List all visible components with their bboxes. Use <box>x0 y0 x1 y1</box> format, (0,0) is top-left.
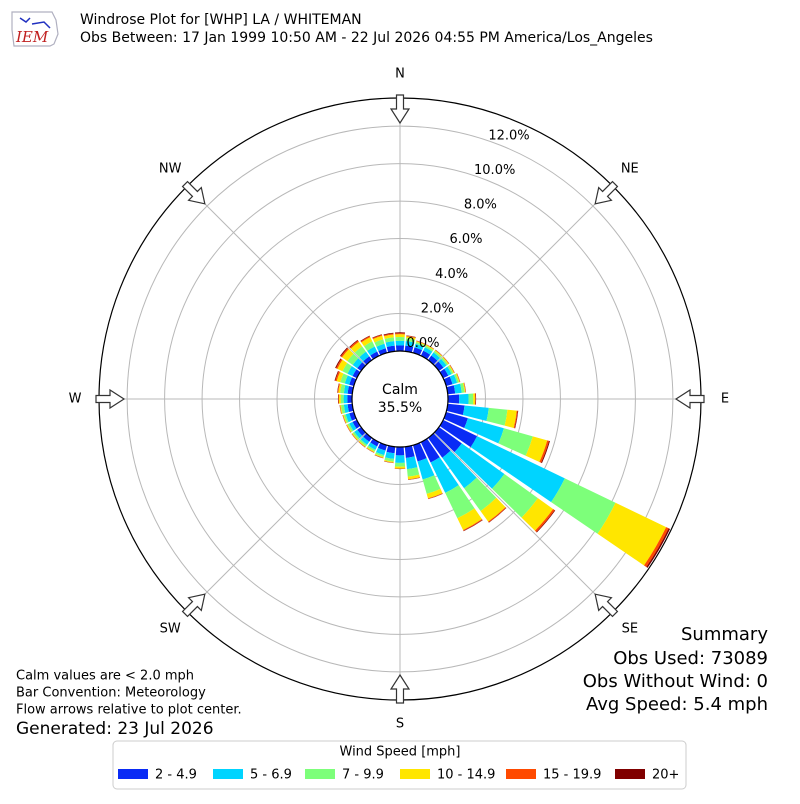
direction-label: E <box>721 392 729 407</box>
direction-arrow <box>676 390 704 408</box>
direction-arrow <box>391 675 409 703</box>
r-tick-label: 6.0% <box>449 232 482 247</box>
legend-label: 7 - 9.9 <box>342 768 384 783</box>
bar-segment <box>473 393 475 404</box>
bar-segment <box>448 395 459 404</box>
legend-swatch <box>615 769 645 779</box>
legend-label: 15 - 19.9 <box>543 768 601 783</box>
legend-label: 20+ <box>652 768 679 783</box>
legend: Wind Speed [mph] 2 - 4.9 5 - 6.9 7 - 9.9 10… <box>113 741 686 789</box>
bar-segment <box>468 394 473 405</box>
legend-swatch <box>118 769 148 779</box>
direction-label: N <box>395 67 405 82</box>
bar-segment <box>405 446 415 458</box>
arrow-shape <box>391 675 409 703</box>
r-tick-label: 8.0% <box>464 198 497 213</box>
logo: IEM <box>12 12 58 46</box>
calm-circle <box>352 351 448 447</box>
r-tick-label: 4.0% <box>435 267 468 282</box>
direction-arrow <box>96 390 124 408</box>
summary: Obs Without Wind: 0 <box>583 671 768 692</box>
r-tick-label: 0.0% <box>406 336 439 351</box>
bar-segment <box>406 456 418 469</box>
bar-segment <box>395 463 405 467</box>
bar-segment <box>486 408 507 426</box>
grid-spoke <box>187 433 366 612</box>
legend-label: 5 - 6.9 <box>250 768 292 783</box>
r-tick-label: 12.0% <box>488 128 529 143</box>
summary: Summary <box>681 624 768 645</box>
generated: Generated: 23 Jul 2026 <box>16 719 214 739</box>
calm-value: 35.5% <box>378 400 422 416</box>
direction-label: W <box>69 392 82 407</box>
bar-segment <box>395 334 405 337</box>
bar-segment <box>459 394 469 404</box>
direction-arrow <box>391 95 409 123</box>
chart-title: Windrose Plot for [WHP] LA / WHITEMAN <box>80 12 362 28</box>
note: Calm values are < 2.0 mph <box>16 669 194 684</box>
legend-label: 2 - 4.9 <box>155 768 197 783</box>
direction-label: NE <box>621 162 639 177</box>
summary: Obs Used: 73089 <box>613 648 768 669</box>
r-tick-label: 2.0% <box>421 301 454 316</box>
direction-label: SE <box>622 621 638 636</box>
bar-segment <box>395 337 404 341</box>
direction-label: S <box>396 717 404 732</box>
legend-swatch <box>305 769 335 779</box>
bar-segment <box>396 345 404 351</box>
legend-swatch <box>213 769 243 779</box>
arrow-shape <box>96 390 124 408</box>
direction-label: NW <box>159 162 182 177</box>
legend-swatch <box>506 769 536 779</box>
logo-mark <box>20 18 50 28</box>
chart-subtitle: Obs Between: 17 Jan 1999 10:50 AM - 22 J… <box>80 30 653 46</box>
note: Flow arrows relative to plot center. <box>16 703 242 718</box>
arrow-shape <box>391 95 409 123</box>
bar-segment <box>339 394 341 403</box>
bar-segment <box>344 395 348 403</box>
bar-segment <box>395 455 405 463</box>
arrow-shape <box>676 390 704 408</box>
logo-text: IEM <box>15 28 49 46</box>
bar-segment <box>396 341 405 346</box>
legend-title: Wind Speed [mph] <box>340 745 461 760</box>
legend-label: 10 - 14.9 <box>437 768 495 783</box>
bar-segment <box>341 395 344 404</box>
bar-segment <box>395 466 405 468</box>
summary: Avg Speed: 5.4 mph <box>586 694 768 715</box>
legend-swatch <box>400 769 430 779</box>
calm-label: Calm <box>382 382 418 398</box>
direction-label: SW <box>160 621 181 636</box>
grid-spoke <box>187 186 366 365</box>
r-tick-label: 10.0% <box>474 163 515 178</box>
bar-segment <box>396 447 404 456</box>
note: Bar Convention: Meteorology <box>16 686 206 701</box>
